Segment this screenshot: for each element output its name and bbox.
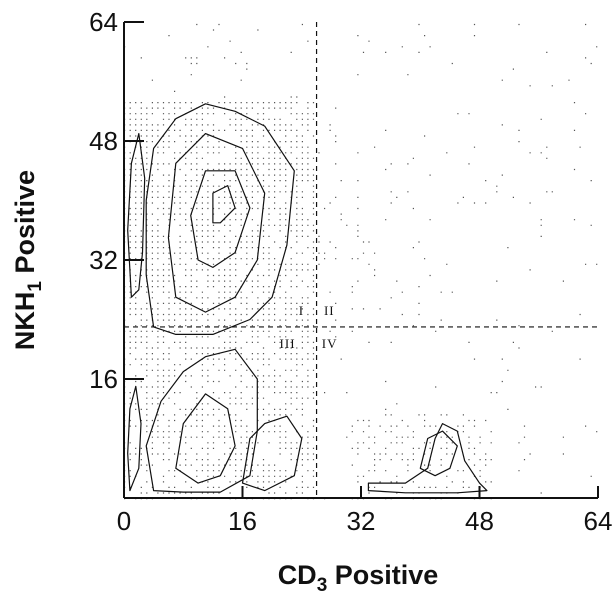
tick-labels: 0 16 32 48 64 16 32 48 64 <box>89 7 612 536</box>
y-tick-label-1: 32 <box>89 245 118 275</box>
y-tick-label-3: 64 <box>89 7 118 37</box>
contour-10 <box>367 423 488 494</box>
x-tick-label-1: 16 <box>228 506 257 536</box>
contour-7 <box>175 393 236 484</box>
quadrant-label-iii: III <box>280 336 296 351</box>
contour-9 <box>241 415 303 492</box>
background-dots <box>124 23 598 500</box>
x-axis-title: CD3 Positive <box>278 560 439 596</box>
event-dots <box>124 23 598 500</box>
contour-6 <box>145 348 258 493</box>
contour-lines <box>127 103 488 494</box>
x-axis-title-suffix: Positive <box>327 560 438 590</box>
contour-11 <box>419 430 458 477</box>
axes <box>123 21 599 499</box>
contour-2 <box>167 133 266 313</box>
y-axis-title: NKH1 Positive <box>10 170 46 350</box>
contour-8 <box>127 385 142 492</box>
x-axis-title-sub: 3 <box>317 575 328 596</box>
y-axis-title-sub: 1 <box>25 281 46 292</box>
quadrant-label-i: I <box>299 303 304 318</box>
quadrant-label-iv: IV <box>322 336 338 351</box>
contour-3 <box>190 170 251 268</box>
x-tick-label-0: 0 <box>117 506 131 536</box>
y-tick-label-0: 16 <box>89 364 118 394</box>
contour-4 <box>212 185 236 224</box>
quadrant-gates <box>124 22 598 498</box>
x-tick-label-2: 32 <box>347 506 376 536</box>
quadrant-label-ii: II <box>324 303 335 318</box>
x-tick-label-3: 48 <box>465 506 494 536</box>
x-tick-label-4: 64 <box>584 506 613 536</box>
y-tick-label-2: 48 <box>89 126 118 156</box>
contour-1 <box>145 103 295 335</box>
y-axis-title-suffix: Positive <box>10 170 40 281</box>
contour-5 <box>127 133 146 298</box>
